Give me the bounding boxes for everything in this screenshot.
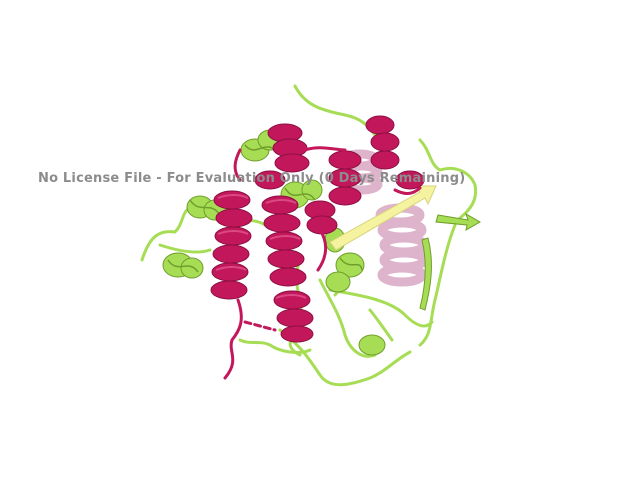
magenta-loops (223, 146, 422, 380)
helix-right (304, 115, 425, 235)
faded-helix-bundle (339, 149, 429, 287)
license-watermark: No License File - For Evaluation Only (0… (38, 171, 466, 186)
beta-strands (329, 185, 482, 311)
helix-highlights (215, 194, 307, 299)
green-helices (162, 129, 386, 356)
helix-top (254, 123, 310, 190)
